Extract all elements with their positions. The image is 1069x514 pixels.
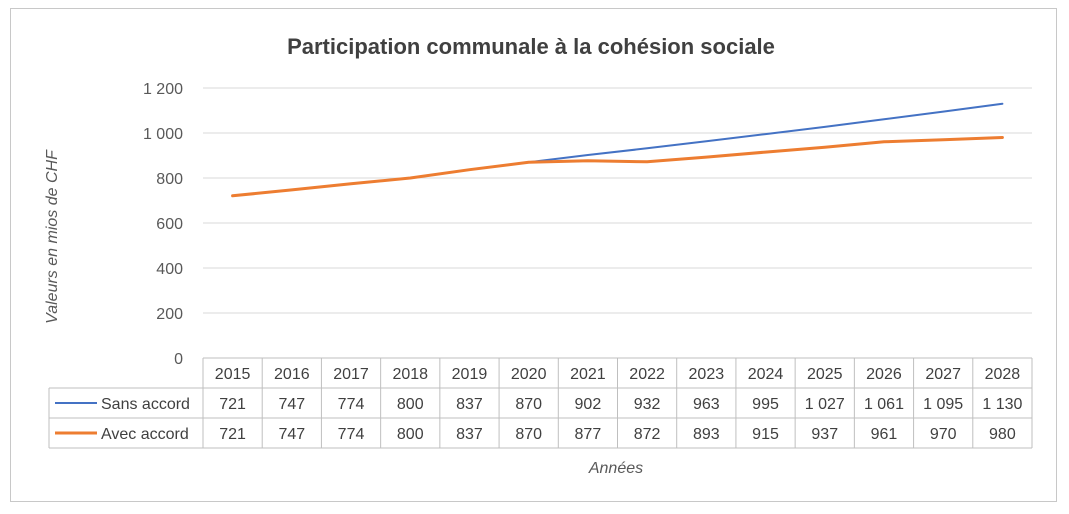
- x-tick-label: 2019: [452, 366, 488, 383]
- data-label: 937: [811, 426, 838, 443]
- data-label: 932: [634, 396, 661, 413]
- data-label: 872: [634, 426, 661, 443]
- data-label: 747: [278, 396, 305, 413]
- data-label: 1 130: [982, 396, 1022, 413]
- data-label: 877: [575, 426, 602, 443]
- series-line-sans-accord: [231, 102, 1004, 197]
- data-label: 980: [989, 426, 1016, 443]
- data-label: 870: [515, 426, 542, 443]
- series-lines: [231, 102, 1004, 198]
- data-label: 800: [397, 396, 424, 413]
- x-tick-label: 2021: [570, 366, 606, 383]
- y-axis-title: Valeurs en mios de CHF: [44, 149, 61, 324]
- data-label: 800: [397, 426, 424, 443]
- data-label: 1 027: [805, 396, 845, 413]
- data-label: 870: [515, 396, 542, 413]
- data-label: 1 061: [864, 396, 904, 413]
- y-tick-label: 200: [156, 306, 183, 323]
- data-label: 721: [219, 426, 246, 443]
- x-tick-label: 2024: [748, 366, 784, 383]
- chart-frame: Participation communale à la cohésion so…: [10, 8, 1057, 502]
- data-label: 902: [575, 396, 602, 413]
- x-tick-label: 2028: [985, 366, 1021, 383]
- x-tick-label: 2017: [333, 366, 369, 383]
- x-tick-label: 2015: [215, 366, 251, 383]
- y-tick-label: 0: [174, 351, 183, 368]
- x-tick-label: 2016: [274, 366, 310, 383]
- series-line-avec-accord: [231, 136, 1004, 198]
- y-tick-label: 800: [156, 171, 183, 188]
- x-tick-label: 2018: [392, 366, 428, 383]
- y-tick-label: 1 000: [143, 126, 183, 143]
- data-label: 970: [930, 426, 957, 443]
- data-label: 747: [278, 426, 305, 443]
- y-tick-labels: 0 200 400 600 800 1 000 1 200: [143, 81, 183, 368]
- data-label: 837: [456, 396, 483, 413]
- data-label: 963: [693, 396, 720, 413]
- data-label: 774: [338, 396, 365, 413]
- data-label: 774: [338, 426, 365, 443]
- x-tick-label: 2023: [689, 366, 725, 383]
- legend-entry: Sans accord: [101, 396, 190, 413]
- data-label: 961: [871, 426, 898, 443]
- data-label: 721: [219, 396, 246, 413]
- legend-entry: Avec accord: [101, 426, 189, 443]
- y-tick-label: 400: [156, 261, 183, 278]
- x-tick-label: 2026: [866, 366, 902, 383]
- x-tick-label: 2027: [925, 366, 961, 383]
- x-axis-title: Années: [588, 460, 643, 477]
- chart-title: Participation communale à la cohésion so…: [287, 34, 775, 59]
- x-tick-label: 2020: [511, 366, 547, 383]
- gridlines: [203, 87, 1032, 314]
- x-tick-label: 2025: [807, 366, 843, 383]
- y-tick-label: 600: [156, 216, 183, 233]
- data-label: 995: [752, 396, 779, 413]
- data-label: 837: [456, 426, 483, 443]
- line-chart: Participation communale à la cohésion so…: [44, 34, 1033, 477]
- y-tick-label: 1 200: [143, 81, 183, 98]
- data-label: 915: [752, 426, 779, 443]
- data-table: 2015 2016 2017 2018 2019 2020 2021 2022 2023 2024…: [48, 357, 1033, 449]
- x-tick-label: 2022: [629, 366, 665, 383]
- data-label: 1 095: [923, 396, 963, 413]
- data-label: 893: [693, 426, 720, 443]
